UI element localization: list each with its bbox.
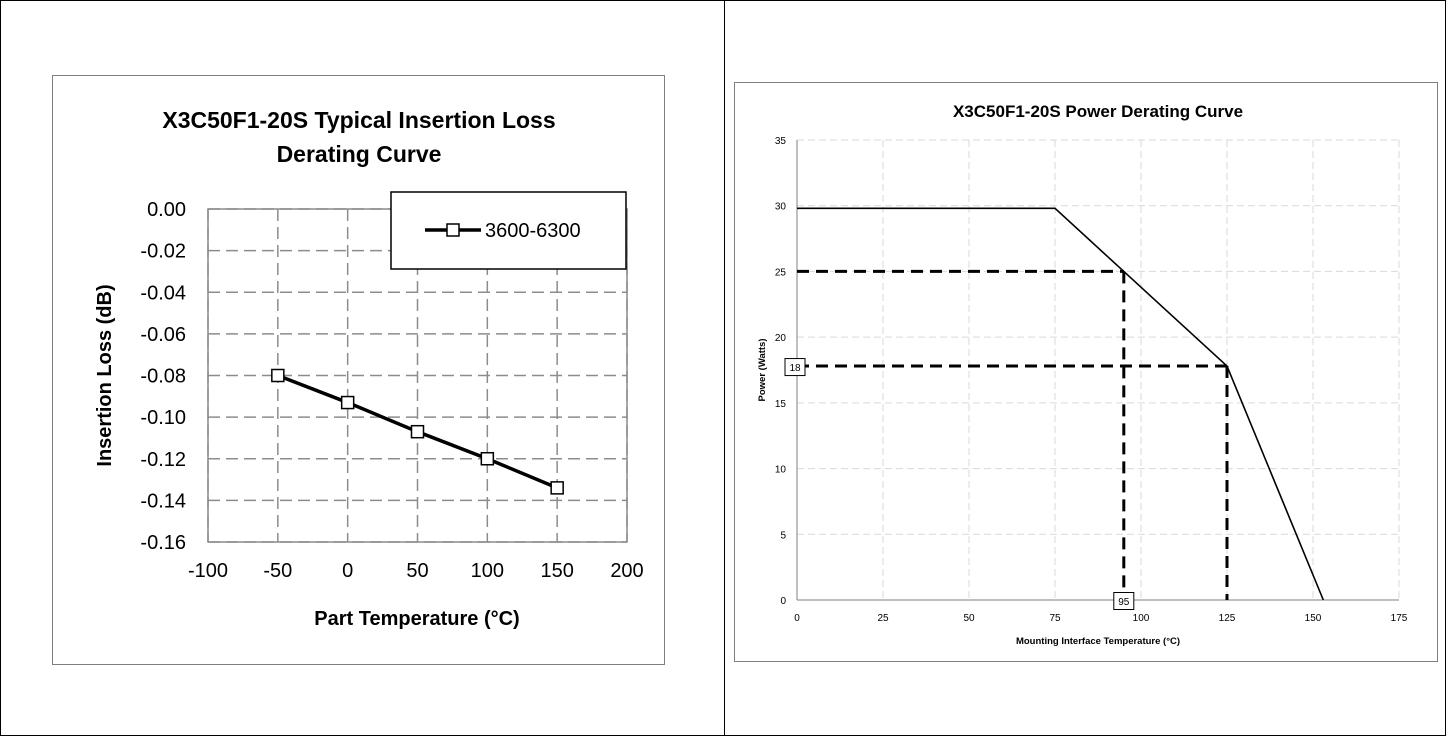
y-tick-label: 30: [775, 202, 787, 213]
y-tick-label: -0.16: [140, 532, 186, 554]
chart-title-line: Derating Curve: [277, 141, 442, 167]
y-tick-label: 15: [775, 399, 787, 410]
annotation-label: 18: [789, 363, 801, 374]
y-tick-label: -0.10: [140, 407, 186, 429]
insertion-loss-chart: X3C50F1-20S Typical Insertion Loss Derati…: [52, 75, 665, 665]
x-tick-label: 100: [471, 560, 504, 582]
chart-title-line: X3C50F1-20S Typical Insertion Loss: [162, 107, 555, 133]
chart-title: X3C50F1-20S Power Derating Curve: [953, 102, 1243, 121]
data-point-marker: [410, 424, 425, 439]
x-tick-label: 175: [1391, 613, 1408, 624]
data-point-marker: [271, 368, 285, 383]
y-tick-label: 0: [780, 596, 786, 607]
x-tick-label: 100: [1133, 613, 1150, 624]
y-tick-label: -0.12: [140, 449, 186, 471]
series-line: [797, 207, 1325, 601]
legend-marker-swatch: [446, 223, 460, 237]
y-tick-label: -0.06: [140, 324, 186, 346]
power-derating-chart: X3C50F1-20S Power Derating Curve 0 5 10 15 20…: [734, 82, 1438, 662]
annotation-box: [784, 358, 806, 377]
data-point-marker: [340, 395, 355, 410]
power-derating-chart-svg: X3C50F1-20S Power Derating Curve 0 5 10 15 20…: [757, 102, 1408, 647]
y-axis-label: Insertion Loss (dB): [94, 284, 116, 466]
y-tick-label: 25: [775, 267, 787, 278]
y-tick-label: 20: [775, 333, 787, 344]
y-tick-label: -0.04: [140, 282, 186, 304]
x-tick-label: 50: [406, 560, 428, 582]
annotation-label: 95: [1118, 597, 1130, 608]
y-axis-label: Power (Watts): [757, 339, 768, 402]
x-tick-label: 0: [794, 613, 800, 624]
legend-label: 3600-6300: [485, 220, 581, 242]
insertion-loss-chart-svg: X3C50F1-20S Typical Insertion Loss Derati…: [94, 107, 644, 630]
annotation-box: [1113, 592, 1135, 610]
x-tick-label: 125: [1219, 613, 1236, 624]
x-axis-label: Mounting Interface Temperature (°C): [1016, 636, 1180, 647]
data-point-marker: [480, 452, 495, 466]
x-tick-label: 25: [877, 613, 889, 624]
y-tick-label: 0.00: [147, 199, 186, 221]
x-tick-label: 150: [1305, 613, 1322, 624]
y-tick-label: 35: [775, 136, 787, 147]
x-tick-label: 150: [540, 560, 573, 582]
x-tick-label: 75: [1049, 613, 1061, 624]
y-tick-label: -0.08: [140, 366, 186, 388]
x-tick-label: 0: [342, 560, 353, 582]
y-tick-label: -0.14: [140, 490, 186, 512]
x-tick-label: 50: [963, 613, 975, 624]
data-point-marker: [550, 481, 564, 495]
x-tick-label: -50: [263, 560, 292, 582]
y-tick-label: -0.02: [140, 241, 186, 263]
x-tick-label: 200: [610, 560, 643, 582]
y-tick-label: 5: [780, 530, 786, 541]
x-axis-label: Part Temperature (°C): [314, 608, 519, 630]
x-tick-label: -100: [188, 560, 228, 582]
y-tick-label: 10: [775, 465, 787, 476]
